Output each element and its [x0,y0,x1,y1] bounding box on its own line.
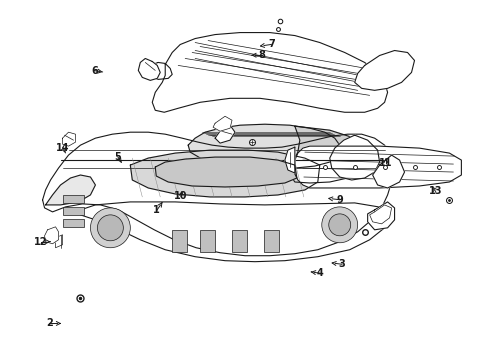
Polygon shape [372,155,404,188]
Polygon shape [45,175,95,205]
Circle shape [90,208,130,248]
Bar [200,230,215,252]
Polygon shape [44,227,59,244]
Polygon shape [130,150,319,197]
Text: 14: 14 [56,143,70,153]
Polygon shape [148,62,172,80]
Bar [62,195,84,203]
Polygon shape [329,135,379,180]
Polygon shape [81,202,389,262]
Text: 4: 4 [316,268,323,278]
Bar [62,207,84,215]
Polygon shape [188,124,339,169]
Text: 1: 1 [153,206,160,216]
Bar [232,230,246,252]
Text: 6: 6 [91,66,98,76]
Polygon shape [56,235,62,248]
Bar [172,230,187,252]
Bar [264,230,278,252]
Polygon shape [285,147,294,173]
Text: 9: 9 [336,195,342,205]
Text: 3: 3 [338,259,345,269]
Polygon shape [152,32,387,112]
Circle shape [321,207,357,243]
Text: 5: 5 [114,152,121,162]
Polygon shape [367,202,394,230]
Text: 10: 10 [174,191,187,201]
Text: 12: 12 [34,237,47,247]
Polygon shape [215,125,235,143]
Text: 7: 7 [267,40,274,49]
Polygon shape [155,157,296,187]
Polygon shape [62,132,75,146]
Polygon shape [42,132,392,256]
Text: 11: 11 [378,158,392,168]
Polygon shape [369,205,391,224]
Polygon shape [213,116,232,131]
Circle shape [328,214,350,236]
Text: 8: 8 [258,50,264,60]
Polygon shape [354,50,414,90]
Circle shape [97,215,123,241]
Polygon shape [289,126,369,183]
Polygon shape [294,146,461,188]
Bar [62,219,84,227]
Polygon shape [138,58,160,80]
Text: 13: 13 [428,186,442,197]
Text: 2: 2 [46,319,53,328]
